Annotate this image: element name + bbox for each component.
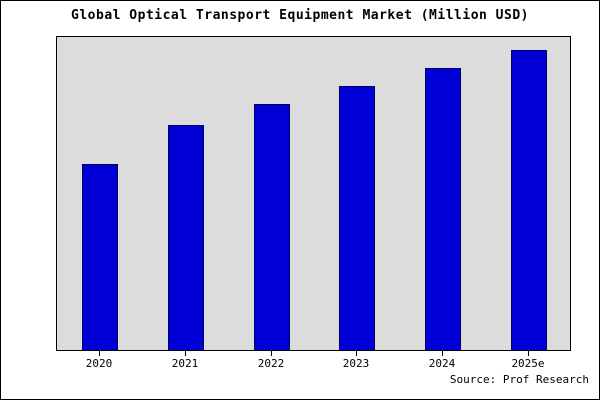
x-label-2025e: 2025e [511,357,545,370]
x-label-2023: 2023 [342,357,370,370]
x-label-2020: 2020 [85,357,113,370]
bar-2024 [425,68,461,350]
x-tick-2023 [356,351,357,356]
x-tick-2020 [99,351,100,356]
x-tick-2024 [442,351,443,356]
bar-2020 [82,164,118,350]
plot-area [56,36,571,351]
bar-2022 [254,104,290,350]
source-annotation: Source: Prof Research [449,373,589,386]
x-label-2024: 2024 [428,357,456,370]
x-tick-2022 [271,351,272,356]
x-label-2022: 2022 [257,357,285,370]
bar-2023 [339,86,375,350]
bar-2025e [511,50,547,350]
x-tick-2025e [528,351,529,356]
x-label-2021: 2021 [171,357,199,370]
x-tick-2021 [185,351,186,356]
bar-2021 [168,125,204,350]
chart-title: Global Optical Transport Equipment Marke… [71,8,529,23]
